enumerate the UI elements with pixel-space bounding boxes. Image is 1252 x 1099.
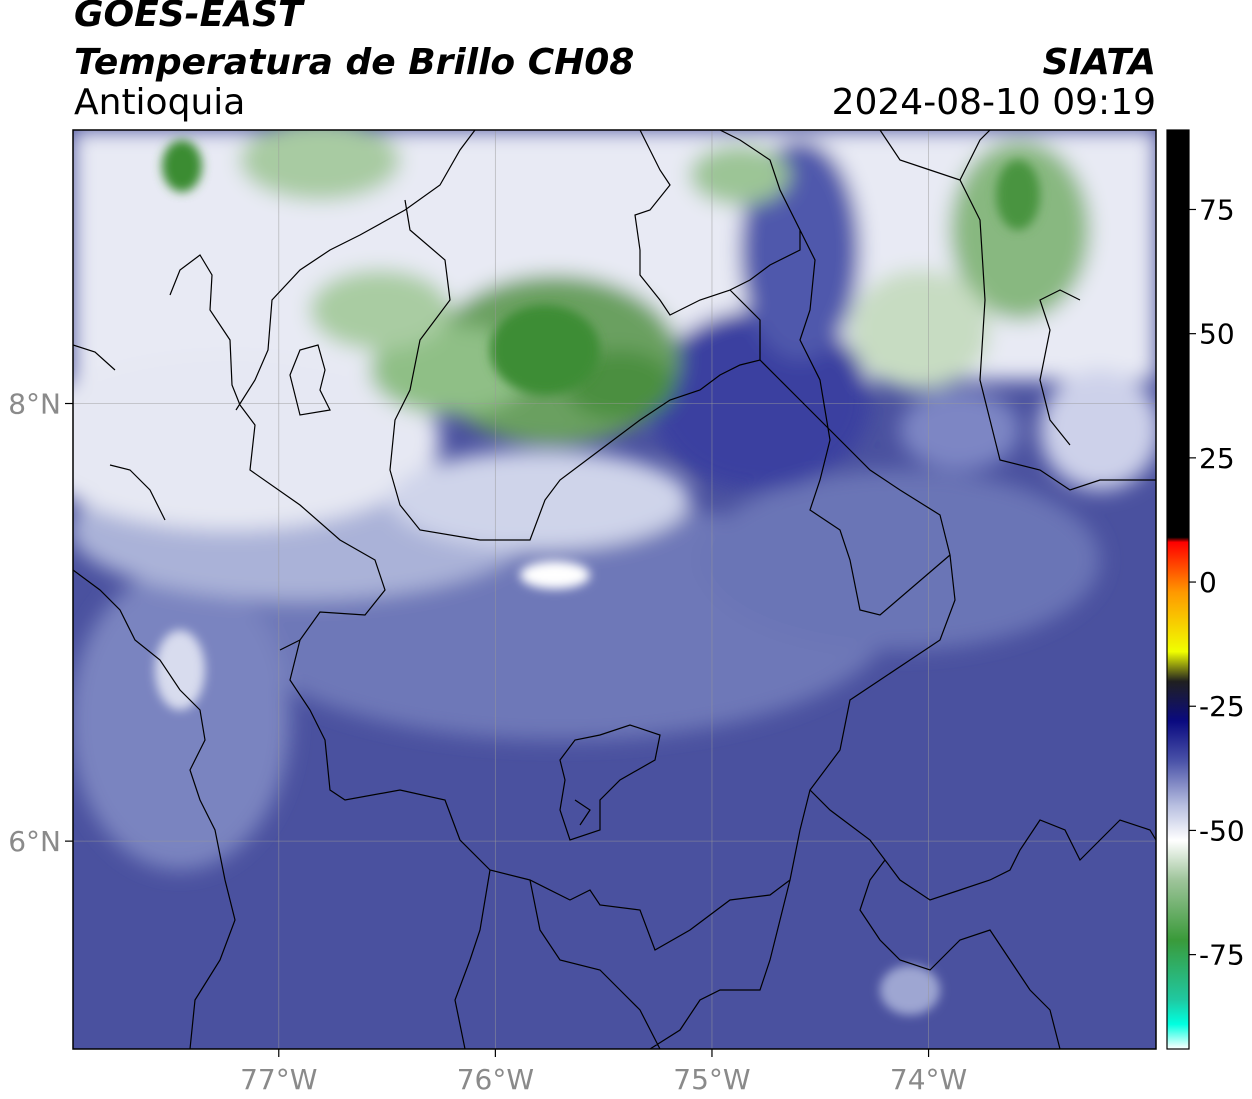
satellite-title: GOES-EAST — [74, 0, 303, 35]
x-tick-label: 77°W — [240, 1063, 317, 1096]
colorbar-ticks: 75 50 25 0 -25 -50 -75 — [1189, 193, 1245, 972]
department-borders — [279, 130, 1156, 1049]
colorbar-tick-label: -25 — [1199, 690, 1245, 723]
organization-label: SIATA — [1042, 42, 1156, 83]
colorbar-scale — [1167, 130, 1189, 1049]
y-axis: 8°N 6°N — [8, 388, 73, 858]
coastline-uraba — [73, 130, 476, 416]
x-tick-label: 76°W — [457, 1063, 534, 1096]
x-tick-label: 74°W — [890, 1063, 967, 1096]
y-tick-label: 6°N — [8, 825, 61, 858]
datetime-label: 2024-08-10 09:19 — [831, 82, 1156, 123]
colorbar-frame — [1166, 129, 1190, 1050]
colorbar-tick-label: 50 — [1199, 318, 1235, 351]
colorbar-tick-label: -50 — [1199, 814, 1245, 847]
temperature-field — [73, 130, 1156, 1049]
colorbar-tick-label: -75 — [1199, 939, 1245, 972]
boundaries — [73, 130, 1156, 1049]
colorbar: 75 50 25 0 -25 -50 -75 — [1166, 129, 1245, 1050]
x-axis: 77°W 76°W 75°W 74°W — [240, 1049, 967, 1096]
gridlines — [73, 130, 1156, 1049]
colorbar-tick-label: 25 — [1199, 442, 1235, 475]
coastline-pacific — [73, 464, 236, 1049]
x-tick-label: 75°W — [673, 1063, 750, 1096]
map-frame — [72, 129, 1157, 1050]
region-label: Antioquia — [74, 82, 246, 123]
product-title: Temperatura de Brillo CH08 — [74, 42, 635, 83]
colorbar-tick-label: 75 — [1199, 193, 1235, 226]
colorbar-tick-label: 0 — [1199, 566, 1217, 599]
antioquia-border — [239, 199, 956, 951]
y-tick-label: 8°N — [8, 388, 61, 421]
